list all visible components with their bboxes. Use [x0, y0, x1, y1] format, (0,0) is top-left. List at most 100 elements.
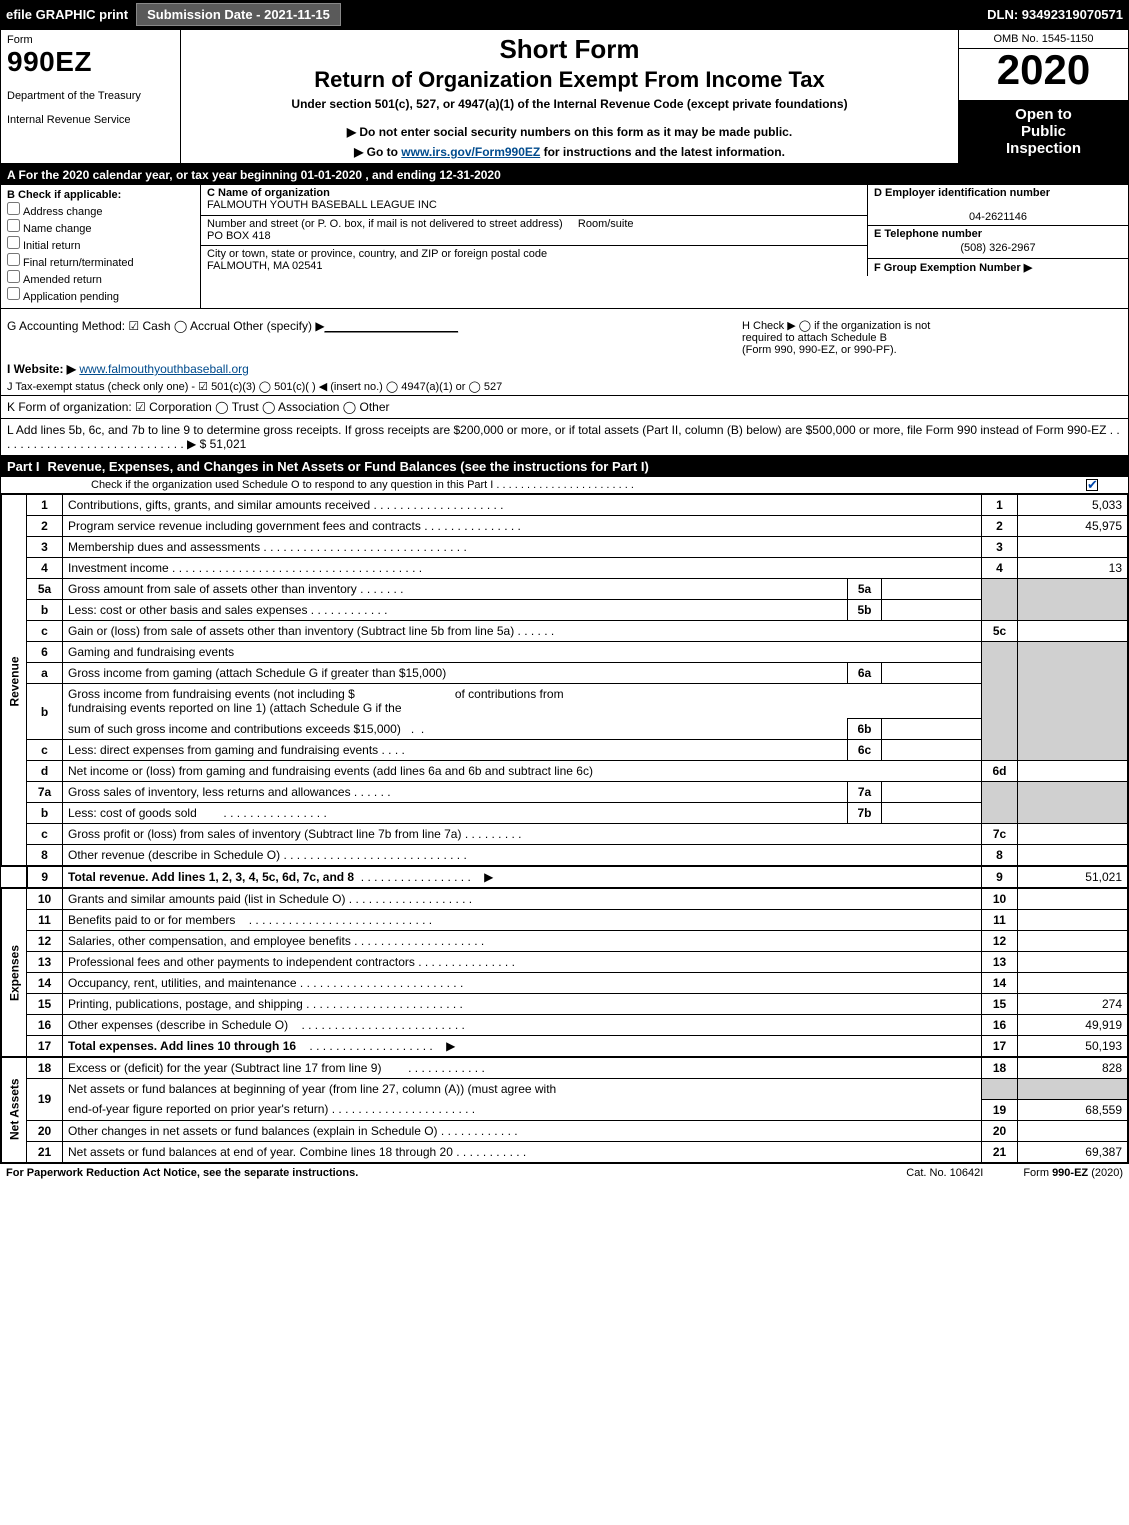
inner-val	[882, 803, 982, 824]
line-desc: Gross amount from sale of assets other t…	[63, 579, 848, 600]
do-not-warning: ▶ Do not enter social security numbers o…	[189, 125, 950, 139]
check-application-pending[interactable]: Application pending	[7, 287, 194, 303]
check-amended-return[interactable]: Amended return	[7, 270, 194, 286]
line-rval	[1018, 761, 1128, 782]
lines-table: Revenue 1 Contributions, gifts, grants, …	[1, 494, 1128, 1163]
line-rnum: 8	[982, 845, 1018, 867]
table-row: 21 Net assets or fund balances at end of…	[2, 1141, 1128, 1162]
shade-cell	[1018, 642, 1128, 761]
line-desc: Other expenses (describe in Schedule O) …	[63, 1015, 982, 1036]
shade-cell	[1018, 782, 1128, 824]
line-rnum: 17	[982, 1036, 1018, 1058]
table-row: b Gross income from fundraising events (…	[2, 684, 1128, 719]
line-no: 10	[27, 888, 63, 910]
form-number: 990EZ	[7, 46, 174, 78]
inner-head: 5a	[848, 579, 882, 600]
g-text: G Accounting Method: ☑ Cash ◯ Accrual Ot…	[7, 319, 325, 333]
line-rval: 49,919	[1018, 1015, 1128, 1036]
line-no: 14	[27, 973, 63, 994]
line-rval	[1018, 888, 1128, 910]
table-row: 12 Salaries, other compensation, and emp…	[2, 931, 1128, 952]
table-row: sum of such gross income and contributio…	[2, 719, 1128, 740]
inner-head: 6b	[848, 719, 882, 740]
line-rnum: 7c	[982, 824, 1018, 845]
col-c-top: C Name of organization FALMOUTH YOUTH BA…	[201, 185, 1128, 276]
check-name-change[interactable]: Name change	[7, 219, 194, 235]
g-accounting-method: G Accounting Method: ☑ Cash ◯ Accrual Ot…	[7, 319, 742, 356]
submission-date-button[interactable]: Submission Date - 2021-11-15	[136, 3, 341, 26]
open-to-public-inspection: Open to Public Inspection	[959, 100, 1128, 163]
h-line1: H Check ▶ ◯ if the organization is not	[742, 319, 1122, 332]
table-row: 20 Other changes in net assets or fund b…	[2, 1120, 1128, 1141]
line-no: 1	[27, 495, 63, 516]
col-b-checkboxes: B Check if applicable: Address change Na…	[1, 185, 201, 308]
line-rval	[1018, 845, 1128, 867]
line-rval	[1018, 931, 1128, 952]
line-no: a	[27, 663, 63, 684]
inner-val	[882, 663, 982, 684]
f-group-exemption-block: F Group Exemption Number ▶	[868, 259, 1128, 276]
row-g-h: G Accounting Method: ☑ Cash ◯ Accrual Ot…	[1, 309, 1128, 360]
page-footer: For Paperwork Reduction Act Notice, see …	[0, 1164, 1129, 1182]
line-no: 7a	[27, 782, 63, 803]
line-rval	[1018, 1120, 1128, 1141]
table-row: b Less: cost of goods sold . . . . . . .…	[2, 803, 1128, 824]
line-rnum: 5c	[982, 621, 1018, 642]
c-room-label: Room/suite	[578, 218, 634, 230]
part-i-checkbox[interactable]	[1086, 479, 1098, 491]
line-rnum: 9	[982, 866, 1018, 888]
part-i-header: Part I Revenue, Expenses, and Changes in…	[1, 456, 1128, 477]
line-rval: 828	[1018, 1057, 1128, 1079]
line-desc: Less: cost of goods sold . . . . . . . .…	[63, 803, 848, 824]
inspect-line2: Public	[961, 123, 1126, 140]
goto-link[interactable]: www.irs.gov/Form990EZ	[401, 145, 540, 159]
check-address-change[interactable]: Address change	[7, 202, 194, 218]
table-row: d Net income or (loss) from gaming and f…	[2, 761, 1128, 782]
line-rnum: 13	[982, 952, 1018, 973]
section-b-to-f: B Check if applicable: Address change Na…	[1, 185, 1128, 309]
header-right: OMB No. 1545-1150 2020 Open to Public In…	[958, 30, 1128, 163]
table-row: 15 Printing, publications, postage, and …	[2, 994, 1128, 1015]
goto-pre: ▶ Go to	[354, 145, 401, 159]
line-no: 17	[27, 1036, 63, 1058]
line-rnum: 12	[982, 931, 1018, 952]
c-city-block: City or town, state or province, country…	[201, 246, 868, 276]
line-rnum: 6d	[982, 761, 1018, 782]
line-no: 2	[27, 516, 63, 537]
table-row: 4 Investment income . . . . . . . . . . …	[2, 558, 1128, 579]
line-desc: sum of such gross income and contributio…	[63, 719, 848, 740]
table-row: a Gross income from gaming (attach Sched…	[2, 663, 1128, 684]
check-final-return[interactable]: Final return/terminated	[7, 253, 194, 269]
dln-label: DLN: 93492319070571	[987, 7, 1123, 22]
line-rval: 274	[1018, 994, 1128, 1015]
line-desc: Other revenue (describe in Schedule O) .…	[63, 845, 982, 867]
line-no: 20	[27, 1120, 63, 1141]
tax-year: 2020	[959, 49, 1128, 91]
form-wrapper: Form 990EZ Department of the Treasury In…	[0, 29, 1129, 1164]
line-rnum: 15	[982, 994, 1018, 1015]
h-schedule-b: H Check ▶ ◯ if the organization is not r…	[742, 319, 1122, 356]
i-label: I Website: ▶	[7, 362, 76, 376]
line-desc: Printing, publications, postage, and shi…	[63, 994, 982, 1015]
inspect-line1: Open to	[961, 106, 1126, 123]
line-rval	[1018, 824, 1128, 845]
h-line2: required to attach Schedule B	[742, 332, 1122, 344]
table-row: 5a Gross amount from sale of assets othe…	[2, 579, 1128, 600]
c-name-label: C Name of organization	[207, 187, 330, 199]
check-initial-return[interactable]: Initial return	[7, 236, 194, 252]
title-short-form: Short Form	[189, 34, 950, 65]
spacer-cell	[2, 866, 27, 888]
table-row: 2 Program service revenue including gove…	[2, 516, 1128, 537]
i-website-link[interactable]: www.falmouthyouthbaseball.org	[79, 362, 248, 376]
row-k-form-of-org: K Form of organization: ☑ Corporation ◯ …	[1, 396, 1128, 419]
line-desc: Total revenue. Add lines 1, 2, 3, 4, 5c,…	[63, 866, 982, 888]
inner-val	[882, 600, 982, 621]
e-phone-value: (508) 326-2967	[874, 240, 1122, 256]
line-desc: Gain or (loss) from sale of assets other…	[63, 621, 982, 642]
line-no: 9	[27, 866, 63, 888]
d-ein-block: D Employer identification number 04-2621…	[868, 185, 1128, 226]
table-row: 16 Other expenses (describe in Schedule …	[2, 1015, 1128, 1036]
line-desc: Gross sales of inventory, less returns a…	[63, 782, 848, 803]
form-word: Form	[7, 34, 174, 46]
line-rnum: 20	[982, 1120, 1018, 1141]
